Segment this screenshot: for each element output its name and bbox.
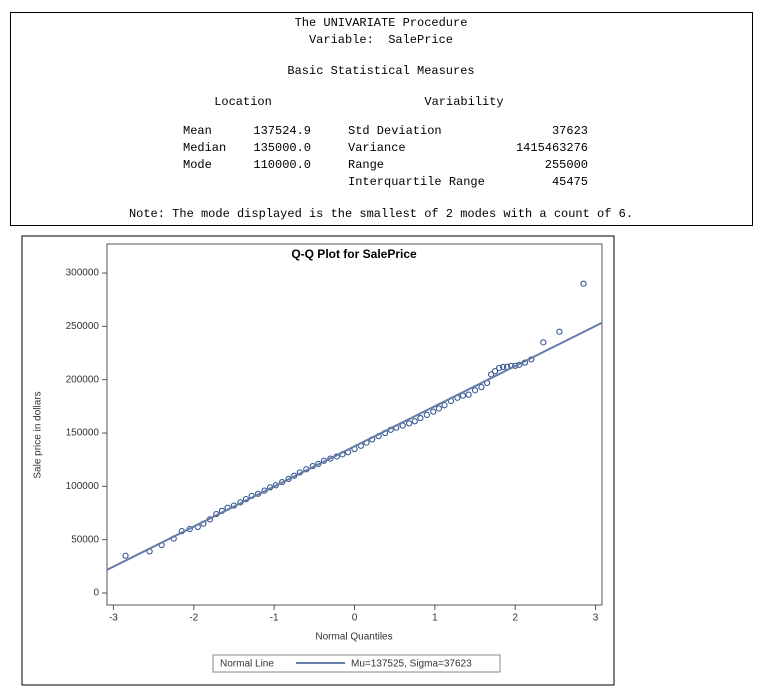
data-point [441,402,448,409]
data-point [540,339,547,346]
x-tick-label: -3 [109,613,118,624]
x-tick-label: -2 [189,613,198,624]
stats-report: The UNIVARIATE Procedure Variable: SaleP… [10,12,753,226]
legend-box [212,654,501,673]
y-tick-label: 50000 [71,534,99,545]
stat-name: Mode [183,158,212,172]
chart-border [21,235,615,686]
stat-name: Interquartile Range [348,175,485,189]
stat-value: 255000 [544,158,588,172]
data-point [580,280,587,287]
stat-name: Range [348,158,385,172]
data-point [406,420,413,427]
chart-title: Q-Q Plot for SalePrice [291,247,417,261]
y-tick-label: 100000 [66,481,100,492]
stat-value: 45475 [551,175,588,189]
stat-value: 137524.9 [253,124,311,138]
section-title: Basic Statistical Measures [287,64,475,78]
stat-name: Variance [348,141,406,155]
data-point [430,408,437,415]
data-point [488,371,495,378]
data-point [492,368,499,375]
data-point [478,384,485,391]
stat-name: Mean [183,124,212,138]
stat-value: 110000.0 [253,158,311,172]
legend-label: Mu=137525, Sigma=37623 [351,659,472,670]
x-tick-label: 3 [593,613,599,624]
y-tick-label: 0 [93,588,99,599]
stat-name: Std Deviation [348,124,442,138]
data-point [122,552,129,559]
y-tick-label: 250000 [66,321,100,332]
note: Note: The mode displayed is the smallest… [128,207,634,221]
x-axis-label: Normal Quantiles [315,632,392,643]
data-point [411,418,418,425]
normal-line [106,321,603,571]
y-tick-label: 150000 [66,428,100,439]
x-tick-label: 1 [432,613,438,624]
x-tick-label: 0 [352,613,358,624]
data-point [500,363,507,370]
data-point [435,405,442,412]
y-tick-label: 300000 [66,268,100,279]
data-point [417,414,424,422]
report-title: The UNIVARIATE Procedure [294,16,468,30]
y-axis-label: Sale price in dollars [33,391,44,478]
column-header: Location [214,95,272,109]
stat-value: 1415463276 [515,141,588,155]
stat-value: 37623 [551,124,588,138]
stat-value: 135000.0 [253,141,311,155]
data-point [465,391,472,398]
legend-title: Normal Line [220,659,274,670]
column-header: Variability [424,95,504,109]
stat-name: Median [183,141,227,155]
data-point [471,387,479,394]
report-variable: Variable: SalePrice [308,33,454,47]
data-point [496,364,503,372]
plot-frame [106,243,603,606]
data-point [423,411,430,418]
data-point [556,328,563,335]
x-tick-label: 2 [512,613,518,624]
x-tick-label: -1 [270,613,279,624]
y-tick-label: 200000 [66,374,100,385]
